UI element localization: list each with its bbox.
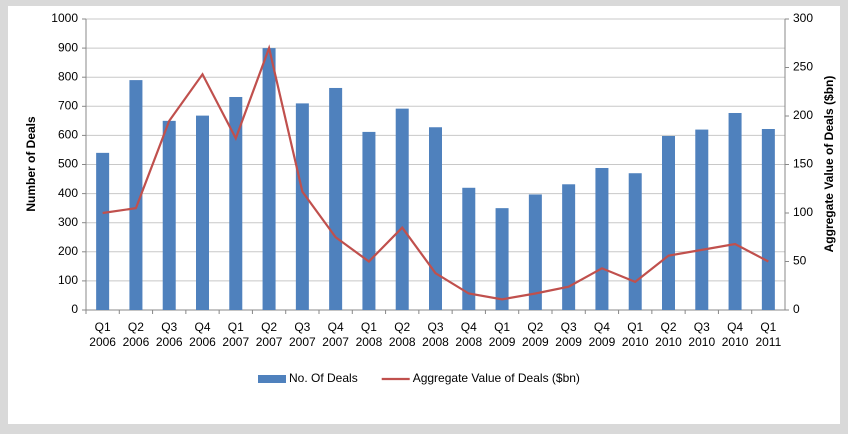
x-tick-label: Q1 2009 bbox=[489, 320, 516, 349]
bar bbox=[395, 108, 409, 311]
bar bbox=[229, 96, 243, 310]
x-tick-label: Q4 2010 bbox=[722, 320, 749, 349]
y2-tick-label: 300 bbox=[793, 11, 813, 25]
y-axis-title: Number of Deals bbox=[24, 116, 38, 212]
y-tick-label: 200 bbox=[58, 244, 78, 258]
bar bbox=[262, 48, 276, 310]
y-tick-label: 0 bbox=[71, 302, 78, 316]
bar bbox=[628, 173, 642, 310]
bar bbox=[295, 103, 309, 310]
bar bbox=[595, 167, 609, 310]
bar bbox=[495, 208, 509, 310]
x-tick-label: Q2 2009 bbox=[522, 320, 549, 349]
x-tick-label: Q3 2007 bbox=[289, 320, 316, 349]
y-tick-label: 400 bbox=[58, 186, 78, 200]
bar bbox=[562, 184, 576, 310]
legend-label: No. Of Deals bbox=[289, 371, 358, 385]
bar bbox=[129, 80, 143, 310]
x-tick-label: Q1 2007 bbox=[222, 320, 249, 349]
x-tick-label: Q2 2007 bbox=[256, 320, 283, 349]
bar bbox=[96, 152, 110, 310]
x-tick-label: Q4 2007 bbox=[322, 320, 349, 349]
x-tick-label: Q3 2010 bbox=[688, 320, 715, 349]
x-tick-label: Q3 2006 bbox=[156, 320, 183, 349]
x-tick-label: Q3 2008 bbox=[422, 320, 449, 349]
x-tick-label: Q4 2009 bbox=[589, 320, 616, 349]
bar bbox=[462, 187, 476, 310]
x-tick-label: Q2 2008 bbox=[389, 320, 416, 349]
x-tick-label: Q1 2011 bbox=[755, 320, 781, 349]
y2-tick-label: 200 bbox=[793, 108, 813, 122]
bar bbox=[162, 120, 176, 310]
x-tick-label: Q2 2006 bbox=[123, 320, 150, 349]
y2-tick-label: 150 bbox=[793, 157, 813, 171]
y-tick-label: 600 bbox=[58, 128, 78, 142]
y2-tick-label: 250 bbox=[793, 60, 813, 74]
bar bbox=[362, 131, 376, 310]
legend-label: Aggregate Value of Deals ($bn) bbox=[413, 371, 580, 385]
y-tick-label: 700 bbox=[58, 98, 78, 112]
y2-tick-label: 0 bbox=[793, 302, 800, 316]
bar bbox=[728, 112, 742, 310]
y-tick-label: 900 bbox=[58, 40, 78, 54]
y-tick-label: 1000 bbox=[51, 11, 78, 25]
bar bbox=[662, 135, 675, 310]
bar bbox=[695, 129, 709, 310]
y-tick-label: 800 bbox=[58, 69, 78, 83]
y-tick-label: 500 bbox=[58, 157, 78, 171]
line bbox=[102, 44, 769, 301]
legend-swatch bbox=[258, 375, 286, 383]
x-tick-label: Q3 2009 bbox=[555, 320, 582, 349]
bar bbox=[329, 87, 343, 310]
y2-tick-label: 100 bbox=[793, 205, 813, 219]
bar bbox=[196, 115, 209, 310]
y-tick-label: 100 bbox=[58, 273, 78, 287]
bar bbox=[429, 127, 442, 310]
x-tick-label: Q1 2008 bbox=[356, 320, 383, 349]
y2-tick-label: 50 bbox=[793, 254, 807, 268]
bar bbox=[761, 128, 775, 310]
x-tick-label: Q4 2006 bbox=[189, 320, 216, 349]
x-tick-label: Q1 2006 bbox=[89, 320, 116, 349]
y2-axis-title: Aggregate Value of Deals ($bn) bbox=[822, 76, 836, 253]
x-tick-label: Q1 2010 bbox=[622, 320, 649, 349]
y-tick-label: 300 bbox=[58, 215, 78, 229]
x-tick-label: Q4 2008 bbox=[455, 320, 482, 349]
x-tick-label: Q2 2010 bbox=[655, 320, 682, 349]
bar bbox=[528, 194, 542, 310]
